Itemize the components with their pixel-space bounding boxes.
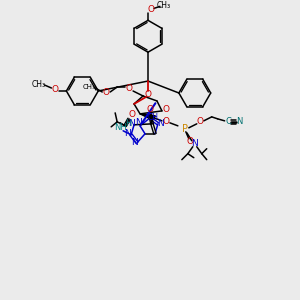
- Text: O: O: [148, 5, 154, 14]
- Text: CH₃: CH₃: [83, 84, 96, 90]
- Text: P: P: [182, 124, 188, 134]
- Text: C: C: [226, 117, 232, 126]
- Text: N: N: [128, 119, 134, 128]
- Text: CH₃: CH₃: [32, 80, 46, 88]
- Text: O: O: [145, 91, 152, 100]
- Text: O: O: [52, 85, 59, 94]
- Polygon shape: [140, 114, 155, 120]
- Text: N: N: [236, 117, 243, 126]
- Text: O: O: [162, 105, 169, 114]
- Text: O: O: [146, 105, 154, 114]
- Text: O: O: [162, 117, 169, 126]
- Text: N: N: [191, 139, 198, 148]
- Text: O: O: [126, 83, 133, 92]
- Text: N: N: [158, 119, 164, 128]
- Text: O: O: [129, 110, 136, 119]
- Text: O: O: [103, 88, 110, 98]
- Text: O: O: [196, 117, 203, 126]
- Text: N: N: [124, 129, 130, 138]
- Text: H: H: [125, 119, 131, 128]
- Text: NH: NH: [114, 123, 127, 132]
- Text: CH: CH: [148, 113, 158, 122]
- Text: CH₃: CH₃: [157, 1, 171, 10]
- Text: O: O: [186, 137, 193, 146]
- Text: N: N: [135, 118, 141, 127]
- Text: N: N: [131, 138, 137, 147]
